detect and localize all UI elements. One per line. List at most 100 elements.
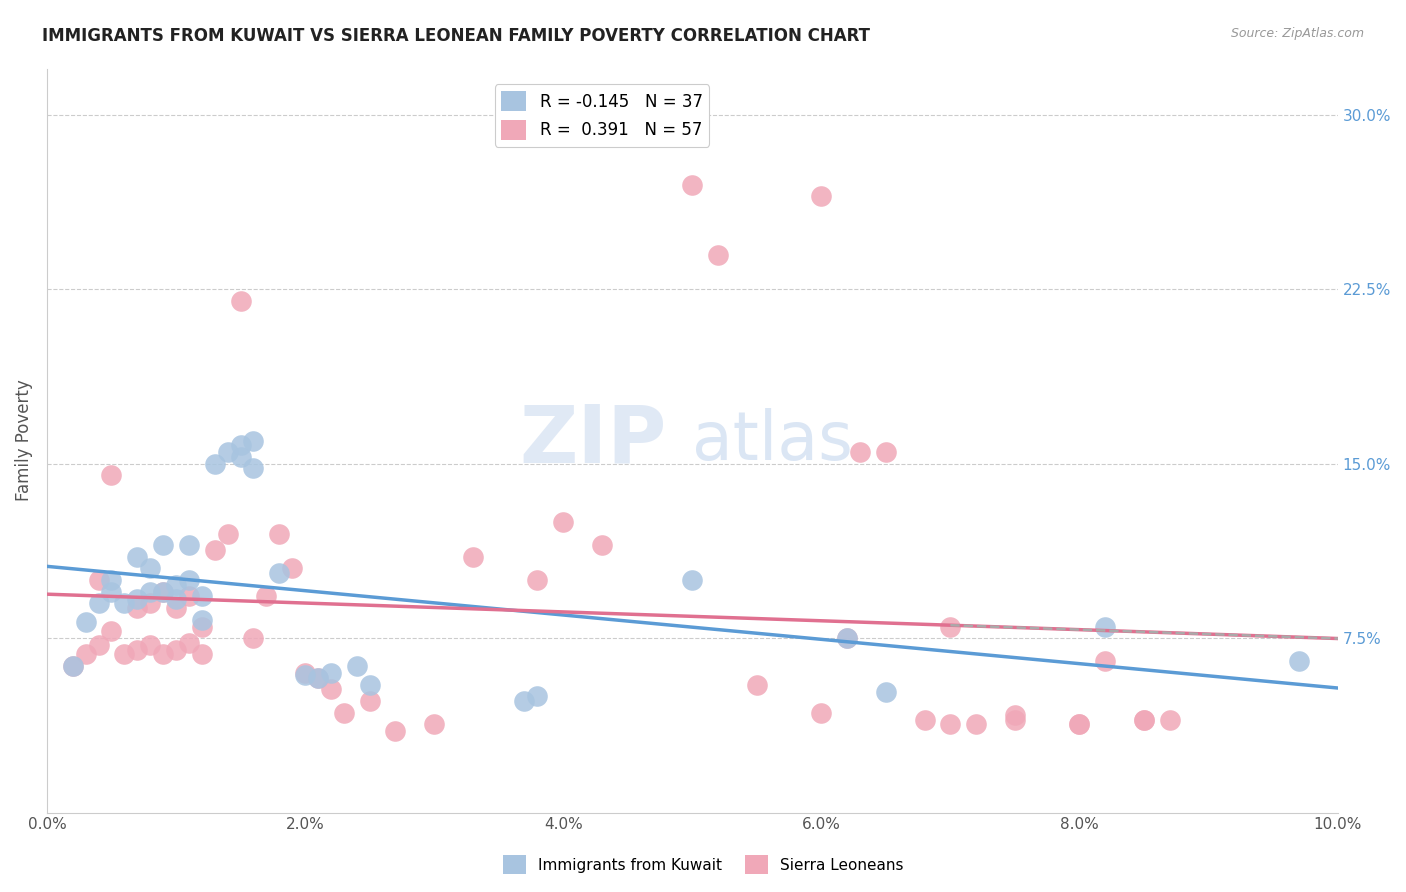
Text: ZIP: ZIP [519,401,666,480]
Point [1094,619,1116,633]
Text: IMMIGRANTS FROM KUWAIT VS SIERRA LEONEAN FAMILY POVERTY CORRELATION CHART: IMMIGRANTS FROM KUWAIT VS SIERRA LEONEAN… [42,27,870,45]
Point [965,717,987,731]
Point [62,659,84,673]
Point [1004,713,1026,727]
Point [152,538,174,552]
Point [384,724,406,739]
Legend: Immigrants from Kuwait, Sierra Leoneans: Immigrants from Kuwait, Sierra Leoneans [496,849,910,880]
Point [875,684,897,698]
Point [681,573,703,587]
Point [139,638,162,652]
Point [526,573,548,587]
Point [939,717,962,731]
Point [177,636,200,650]
Point [165,577,187,591]
Point [191,613,214,627]
Point [191,590,214,604]
Point [204,542,226,557]
Point [165,642,187,657]
Point [849,445,872,459]
Point [177,573,200,587]
Point [745,678,768,692]
Point [810,189,832,203]
Point [307,671,329,685]
Point [269,526,291,541]
Point [62,659,84,673]
Point [127,642,149,657]
Point [75,648,97,662]
Point [139,561,162,575]
Point [204,457,226,471]
Point [294,668,316,682]
Point [332,706,354,720]
Point [359,694,381,708]
Point [87,573,110,587]
Point [914,713,936,727]
Point [112,648,135,662]
Point [359,678,381,692]
Point [87,638,110,652]
Text: Source: ZipAtlas.com: Source: ZipAtlas.com [1230,27,1364,40]
Point [1133,713,1156,727]
Point [254,590,277,604]
Y-axis label: Family Poverty: Family Poverty [15,380,32,501]
Point [526,690,548,704]
Point [1094,654,1116,668]
Point [346,659,368,673]
Point [837,631,859,645]
Point [461,549,484,564]
Point [681,178,703,192]
Point [191,619,214,633]
Point [177,538,200,552]
Point [75,615,97,629]
Point [553,515,575,529]
Point [165,591,187,606]
Point [939,619,962,633]
Point [810,706,832,720]
Point [513,694,536,708]
Point [217,445,239,459]
Point [242,461,264,475]
Point [217,526,239,541]
Point [294,666,316,681]
Point [100,468,122,483]
Point [1159,713,1181,727]
Point [139,596,162,610]
Point [269,566,291,580]
Legend: R = -0.145   N = 37, R =  0.391   N = 57: R = -0.145 N = 37, R = 0.391 N = 57 [495,84,709,146]
Point [1069,717,1091,731]
Point [127,601,149,615]
Point [100,584,122,599]
Point [100,573,122,587]
Point [112,596,135,610]
Point [165,601,187,615]
Point [127,591,149,606]
Point [242,434,264,448]
Point [177,590,200,604]
Point [139,584,162,599]
Point [423,717,446,731]
Point [875,445,897,459]
Point [152,584,174,599]
Point [229,438,252,452]
Point [229,450,252,464]
Point [242,631,264,645]
Point [307,671,329,685]
Point [87,596,110,610]
Point [152,648,174,662]
Point [707,247,730,261]
Text: atlas: atlas [692,408,853,474]
Point [837,631,859,645]
Point [1133,713,1156,727]
Point [100,624,122,639]
Point [319,666,342,681]
Point [1069,717,1091,731]
Point [1004,707,1026,722]
Point [591,538,613,552]
Point [127,549,149,564]
Point [1288,654,1310,668]
Point [152,584,174,599]
Point [191,648,214,662]
Point [229,293,252,308]
Point [281,561,304,575]
